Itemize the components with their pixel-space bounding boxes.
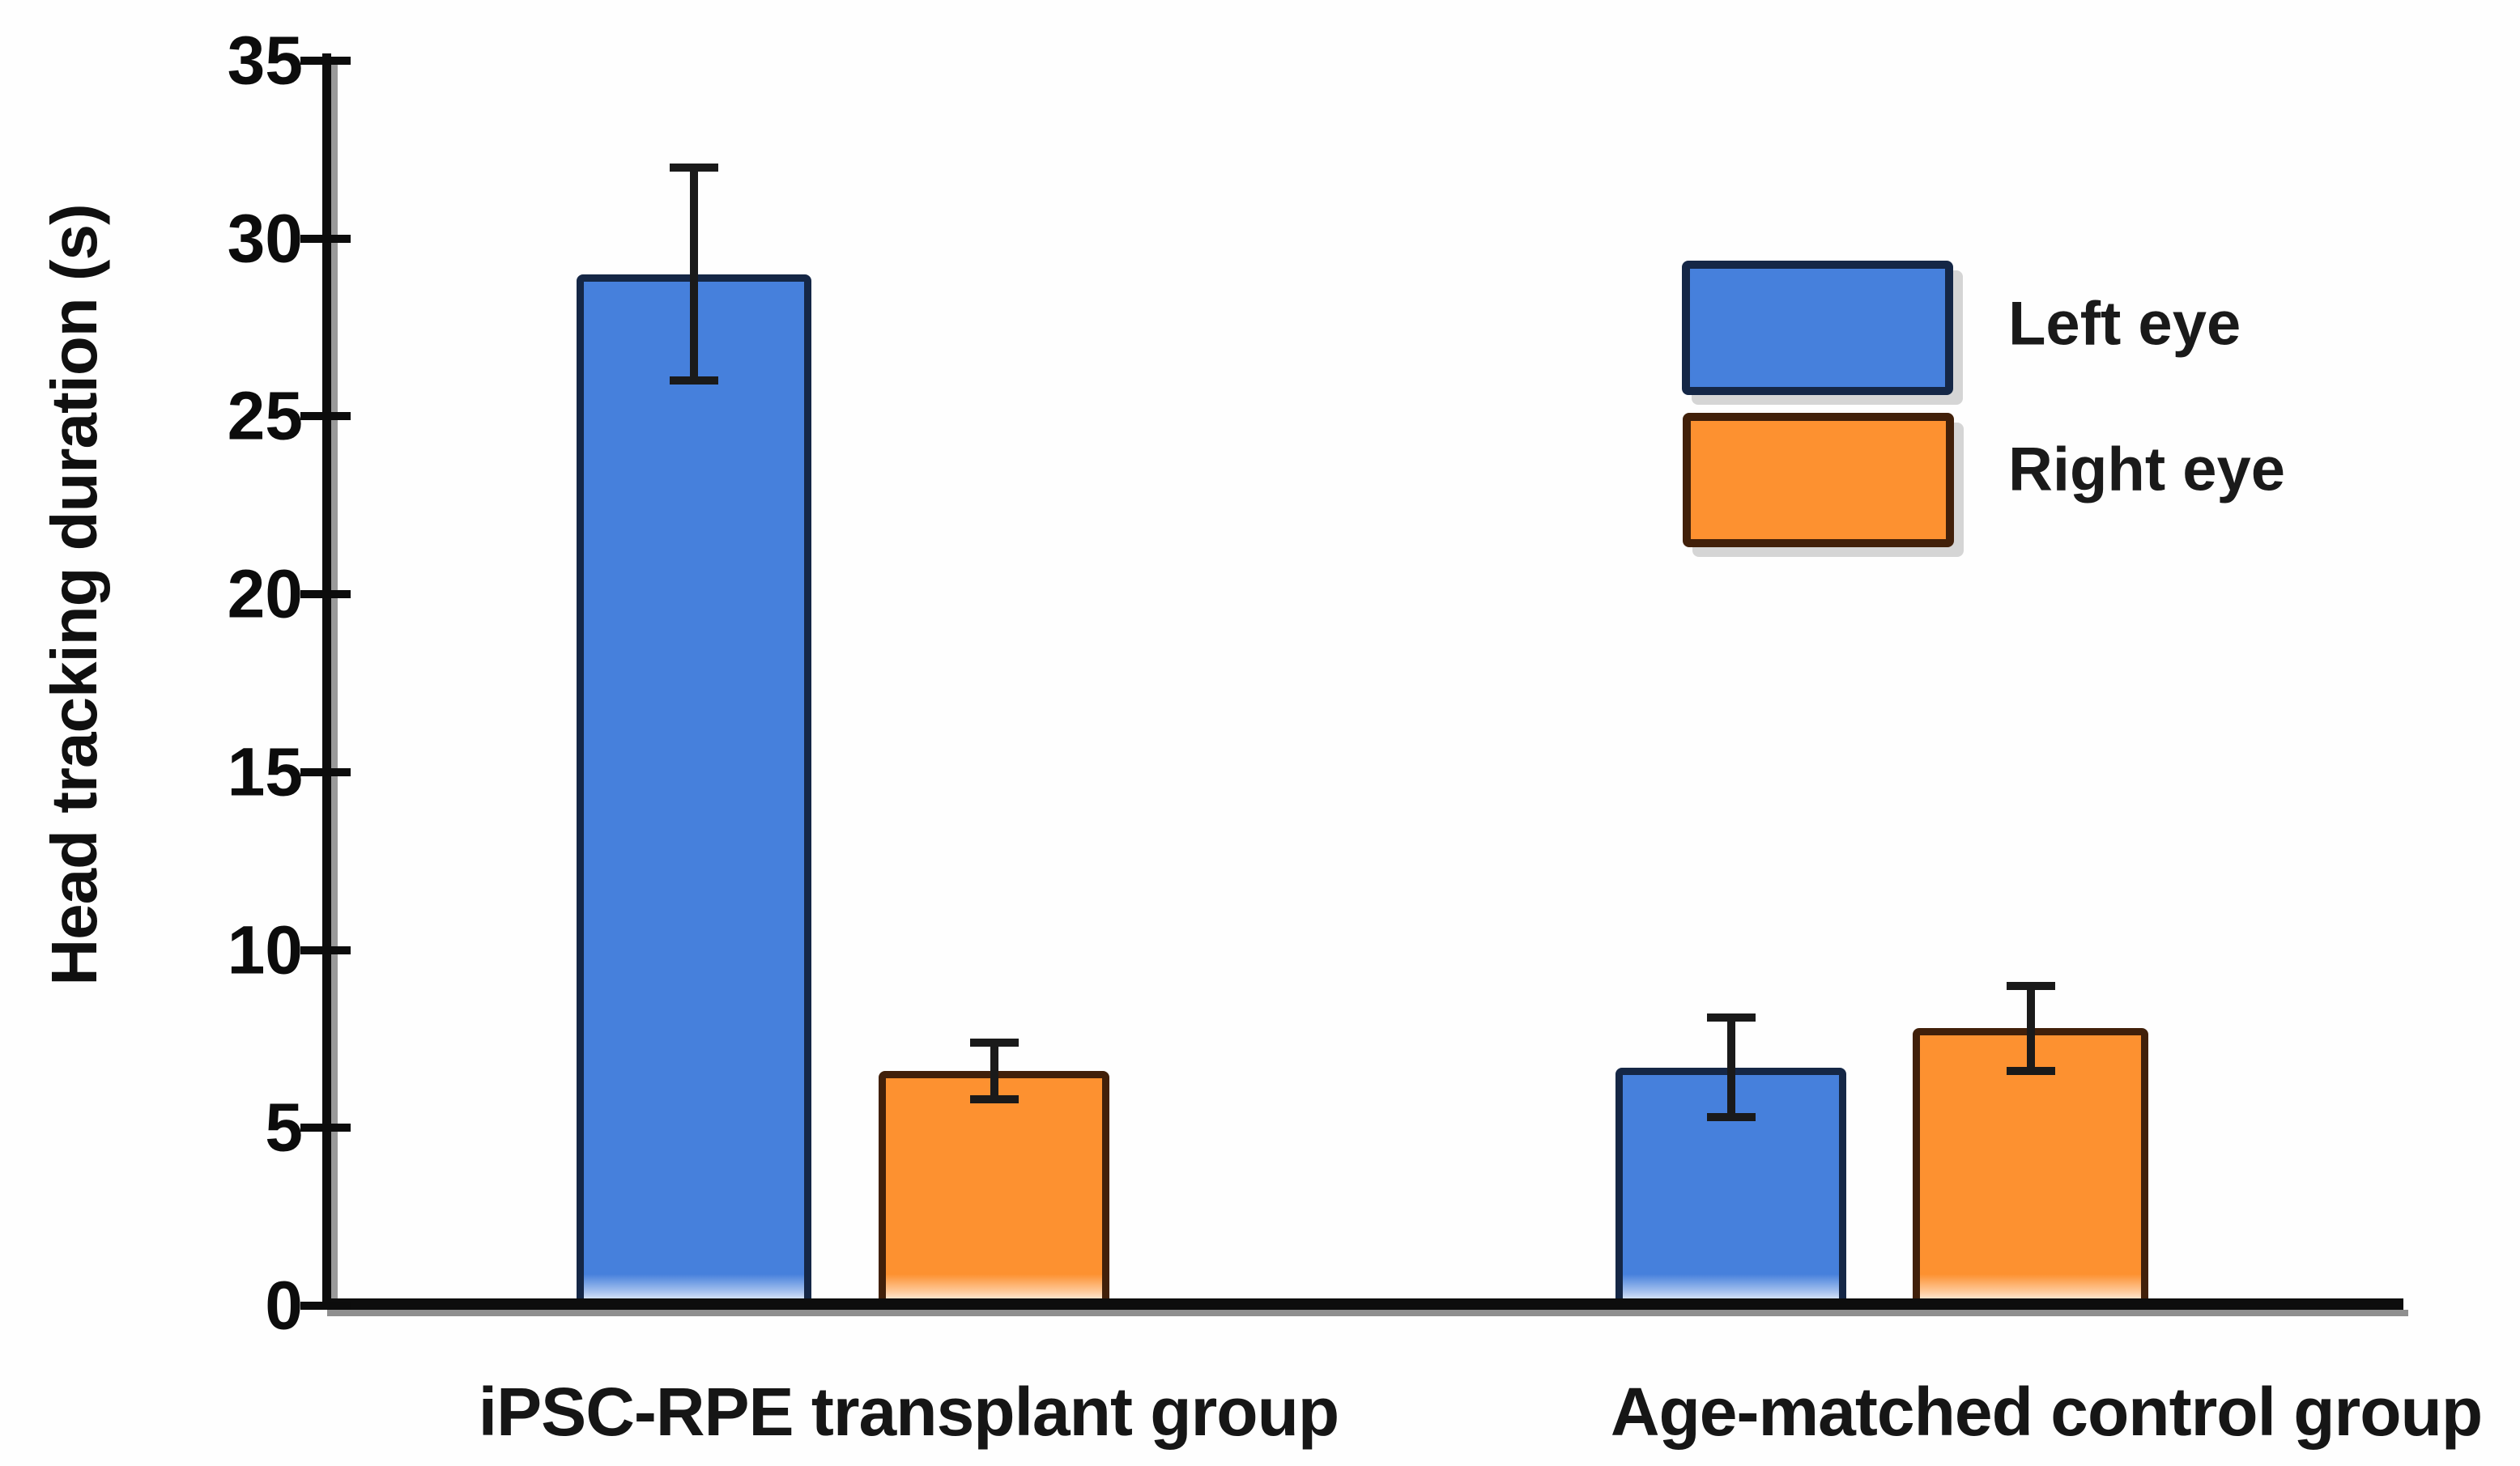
bar-bottom-highlight — [1920, 1273, 2141, 1298]
y-tick-line — [300, 590, 351, 599]
y-tick-line — [300, 1302, 351, 1310]
y-tick-line — [300, 412, 351, 421]
y-tick-line — [300, 945, 351, 954]
legend-label-right-eye: Right eye — [2008, 435, 2286, 504]
y-tick-label: 0 — [265, 1267, 303, 1344]
y-tick-label: 30 — [227, 200, 303, 277]
error-bar-line — [1726, 1018, 1735, 1118]
category-label-age-matched-control-group: Age-matched control group — [1610, 1374, 2483, 1450]
bar-bottom-highlight — [886, 1273, 1102, 1298]
legend-label-left-eye: Left eye — [2008, 289, 2241, 359]
bar-right-eye-group-2 — [1913, 1028, 2148, 1306]
y-axis-shadow — [331, 60, 338, 1308]
y-tick-label: 20 — [227, 555, 303, 632]
error-bar-cap — [2006, 1066, 2055, 1075]
y-tick-label: 25 — [227, 377, 303, 454]
error-bar-cap — [969, 1095, 1019, 1104]
x-axis-shadow — [327, 1310, 2408, 1316]
error-bar-line — [2026, 985, 2035, 1071]
y-axis-title: Head tracking duration (s) — [38, 204, 110, 986]
category-label-ipsc-rpe-transplant-group: iPSC-RPE transplant group — [478, 1374, 1339, 1450]
y-tick-label: 5 — [265, 1089, 303, 1166]
y-tick-line — [300, 234, 351, 243]
bar-left-eye-group-1 — [577, 274, 811, 1306]
error-bar-cap — [969, 1038, 1019, 1047]
error-bar-cap — [1706, 1113, 1756, 1122]
y-tick-line — [300, 56, 351, 65]
legend-swatch-right-eye — [1683, 413, 1954, 547]
y-tick-line — [300, 1124, 351, 1132]
legend-swatch-left-eye — [1682, 261, 1953, 395]
bar-right-eye-group-1 — [879, 1070, 1109, 1306]
y-tick-line — [300, 767, 351, 776]
y-tick-label: 35 — [227, 22, 303, 99]
x-axis-line — [322, 1298, 2403, 1310]
y-tick-label: 10 — [227, 911, 303, 988]
error-bar-cap — [2006, 981, 2055, 990]
error-bar-line — [690, 167, 698, 381]
y-axis-line — [322, 53, 331, 1308]
bar-bottom-highlight — [584, 1273, 804, 1298]
bar-bottom-highlight — [1623, 1273, 1839, 1298]
error-bar-cap — [670, 163, 718, 172]
y-tick-label: 15 — [227, 733, 303, 810]
error-bar-line — [990, 1042, 998, 1100]
error-bar-cap — [1706, 1013, 1756, 1022]
error-bar-cap — [670, 376, 718, 385]
